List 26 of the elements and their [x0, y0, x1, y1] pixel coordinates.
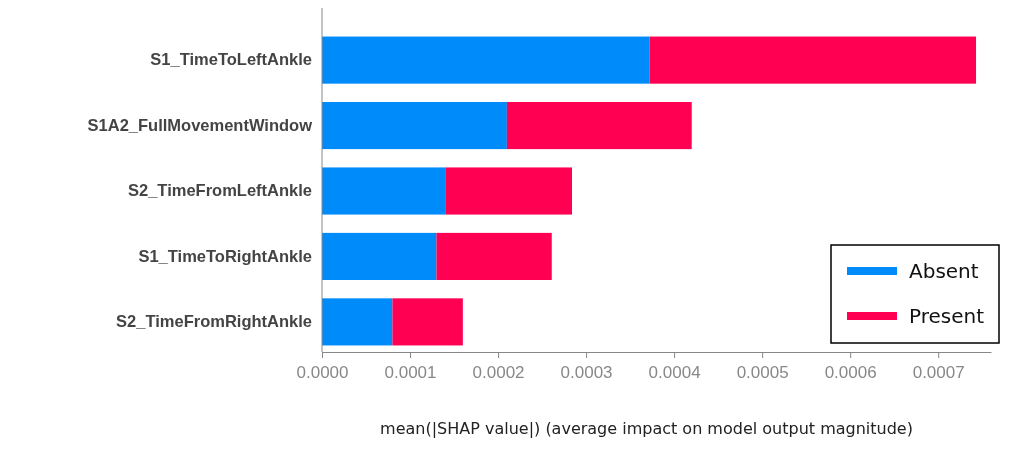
legend-label: Absent [909, 259, 979, 283]
x-axis-title: mean(|SHAP value|) (average impact on model output magnitude) [380, 419, 913, 438]
y-tick-label: S2_TimeFromLeftAnkle [128, 181, 312, 200]
x-tick-label: 0.0000 [296, 363, 349, 382]
bar [649, 36, 977, 84]
bar [322, 36, 650, 84]
y-tick-label: S1_TimeToRightAnkle [138, 246, 312, 265]
x-tick-label: 0.0004 [648, 363, 701, 382]
x-tick-label: 0.0006 [824, 363, 877, 382]
y-tick-label: S2_TimeFromRightAnkle [116, 312, 312, 331]
y-tick-label: S1_TimeToLeftAnkle [150, 50, 312, 69]
legend-label: Present [909, 304, 985, 328]
bar [436, 232, 552, 281]
bar [445, 167, 572, 215]
bar [322, 167, 446, 215]
bar [322, 101, 507, 150]
x-tick-label: 0.0005 [736, 363, 789, 382]
y-tick-label: S1A2_FullMovementWindow [87, 115, 313, 134]
bar [392, 298, 463, 346]
bar [506, 101, 692, 150]
x-tick-label: 0.0007 [912, 363, 965, 382]
bar [322, 298, 393, 346]
x-tick-label: 0.0003 [560, 363, 613, 382]
bar [322, 232, 437, 281]
x-tick-label: 0.0002 [472, 363, 525, 382]
x-tick-label: 0.0001 [384, 363, 437, 382]
